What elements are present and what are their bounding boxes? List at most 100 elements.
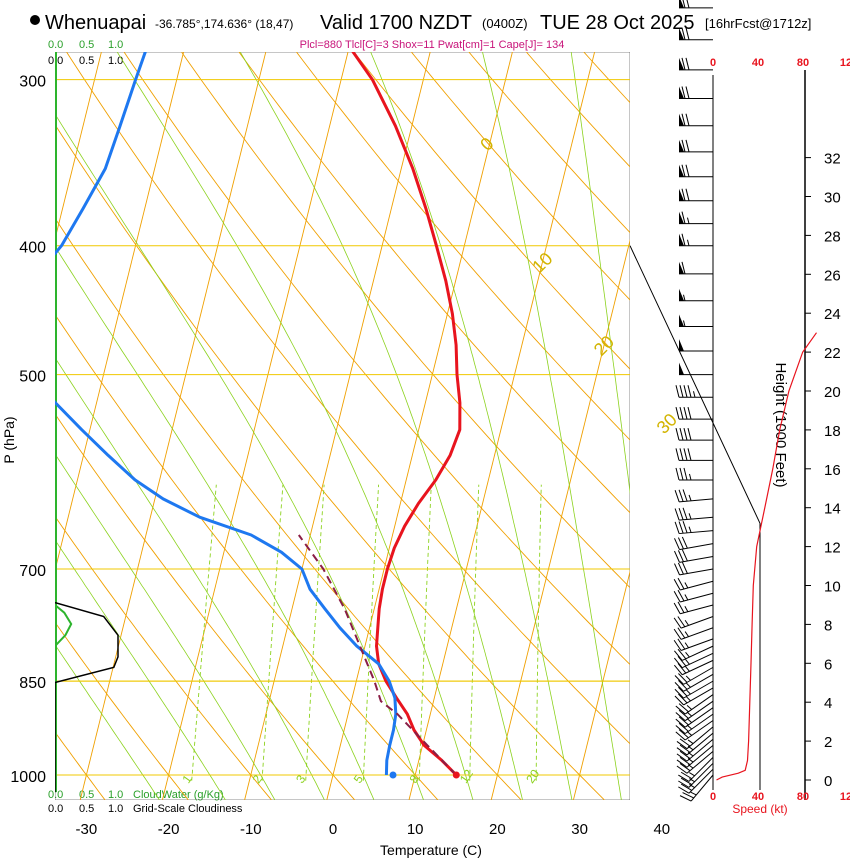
temp-tick-label: 40 xyxy=(653,821,670,838)
mixing-ratio-label: 12 xyxy=(457,767,476,786)
barb-flag xyxy=(674,675,684,685)
wind-barb xyxy=(679,57,713,71)
moist-adiabat xyxy=(55,245,375,800)
barb-shaft xyxy=(684,707,714,728)
barb-flag xyxy=(674,688,684,699)
height-tick-label: 24 xyxy=(824,306,841,323)
isotherm xyxy=(572,570,630,800)
barb-flag xyxy=(673,628,682,640)
wind-barb xyxy=(674,645,714,661)
wind-barb xyxy=(675,694,714,715)
barb-shaft xyxy=(679,498,714,503)
temp-tick-label: 10 xyxy=(407,821,424,838)
dry-adiabat xyxy=(353,52,630,370)
barb-flag xyxy=(685,188,690,201)
barb-shaft xyxy=(686,738,714,762)
cw-tick-1: 0.5 xyxy=(79,39,94,51)
barb-half-flag xyxy=(685,651,690,658)
barb-half-flag xyxy=(688,494,692,501)
dry-adiabat xyxy=(180,52,630,589)
speed-tick-bottom: 80 xyxy=(797,791,809,803)
isotherm-label-right: 30 xyxy=(653,409,681,437)
barb-shaft xyxy=(683,680,714,699)
wind-barb xyxy=(674,521,714,535)
barb-flag xyxy=(687,427,692,441)
barb-flag xyxy=(677,663,687,674)
wind-barb xyxy=(678,757,714,782)
barb-flag xyxy=(678,780,690,788)
barb-flag xyxy=(677,648,687,660)
height-tick-label: 10 xyxy=(824,579,841,596)
barb-pennant xyxy=(679,339,684,352)
y-axis-title: P (hPa) xyxy=(1,416,17,463)
height-tick-label: 18 xyxy=(824,423,841,440)
barb-flag xyxy=(678,722,689,732)
barb-flag xyxy=(674,650,683,661)
barb-flag xyxy=(678,686,688,697)
barb-flag xyxy=(686,0,690,9)
barb-half-flag xyxy=(685,682,691,688)
barb-flag xyxy=(679,406,684,420)
dry-adiabat xyxy=(824,0,850,809)
cw-tick-b1: 0.5 xyxy=(79,789,94,801)
barb-flag xyxy=(687,406,692,420)
barb-pennant xyxy=(679,164,684,177)
wind-barb xyxy=(674,680,714,699)
barb-shaft xyxy=(683,673,714,692)
barb-half-flag xyxy=(693,391,696,398)
x-axis-title: Temperature (C) xyxy=(380,842,482,858)
zulu-time: (0400Z) xyxy=(482,16,528,31)
barb-flag xyxy=(674,657,683,668)
barb-flag xyxy=(679,448,684,461)
isotherm xyxy=(244,52,431,800)
barb-shaft xyxy=(680,592,714,603)
sounding-params: Plcl=880 Tlcl[C]=3 Shox=11 Pwat[cm]=1 Ca… xyxy=(300,39,565,51)
barb-half-flag xyxy=(689,783,695,789)
barb-half-flag xyxy=(685,666,690,672)
barb-shaft xyxy=(684,694,714,715)
isotherm xyxy=(736,0,850,809)
mixing-ratio-label: 5 xyxy=(351,772,366,786)
barb-flag xyxy=(685,27,690,40)
cloudiness-line xyxy=(55,601,119,793)
barb-flag xyxy=(682,507,688,520)
barb-flag xyxy=(673,590,681,603)
wind-barb xyxy=(676,744,714,768)
barb-flag xyxy=(683,427,688,441)
dry-adiabat xyxy=(605,0,850,809)
height-tick-label: 14 xyxy=(824,501,841,518)
barb-pennant xyxy=(679,139,684,152)
moist-adiabat xyxy=(116,52,474,800)
cw-tick-b2: 1.0 xyxy=(108,789,123,801)
wind-barb xyxy=(673,589,714,603)
barb-flag xyxy=(673,617,682,629)
pressure-tick-label: 1000 xyxy=(10,769,46,786)
mixing-ratio-line xyxy=(261,484,284,781)
barb-flag xyxy=(676,759,688,768)
barb-flag xyxy=(681,211,686,224)
barb-flag xyxy=(681,549,688,562)
barb-shaft xyxy=(681,652,714,669)
barb-half-flag xyxy=(687,239,690,246)
mixing-ratio-line xyxy=(469,484,480,781)
barb-flag xyxy=(680,771,693,780)
cw-tick-2: 1.0 xyxy=(108,39,123,51)
barb-flag xyxy=(673,602,681,615)
wind-barb xyxy=(679,86,713,100)
barb-flag xyxy=(678,709,689,719)
barb-flag xyxy=(674,563,680,576)
legend-bottom: 0.0 0.5 1.0 CloudWater (g/Kg) 0.0 0.5 1.… xyxy=(48,789,243,815)
barb-half-flag xyxy=(683,294,686,301)
station-dot xyxy=(30,15,40,25)
barb-flag xyxy=(680,783,693,791)
barb-half-flag xyxy=(685,696,691,702)
cloudwater-label: CloudWater (g/Kg) xyxy=(133,789,224,801)
barb-half-flag xyxy=(688,526,692,533)
barb-pennant xyxy=(679,288,684,301)
wind-barb xyxy=(679,233,713,247)
wind-barb xyxy=(675,385,713,398)
barb-half-flag xyxy=(689,473,692,481)
barb-pennant xyxy=(679,188,684,201)
dry-adiabat xyxy=(55,413,356,800)
isotherm xyxy=(818,0,850,809)
